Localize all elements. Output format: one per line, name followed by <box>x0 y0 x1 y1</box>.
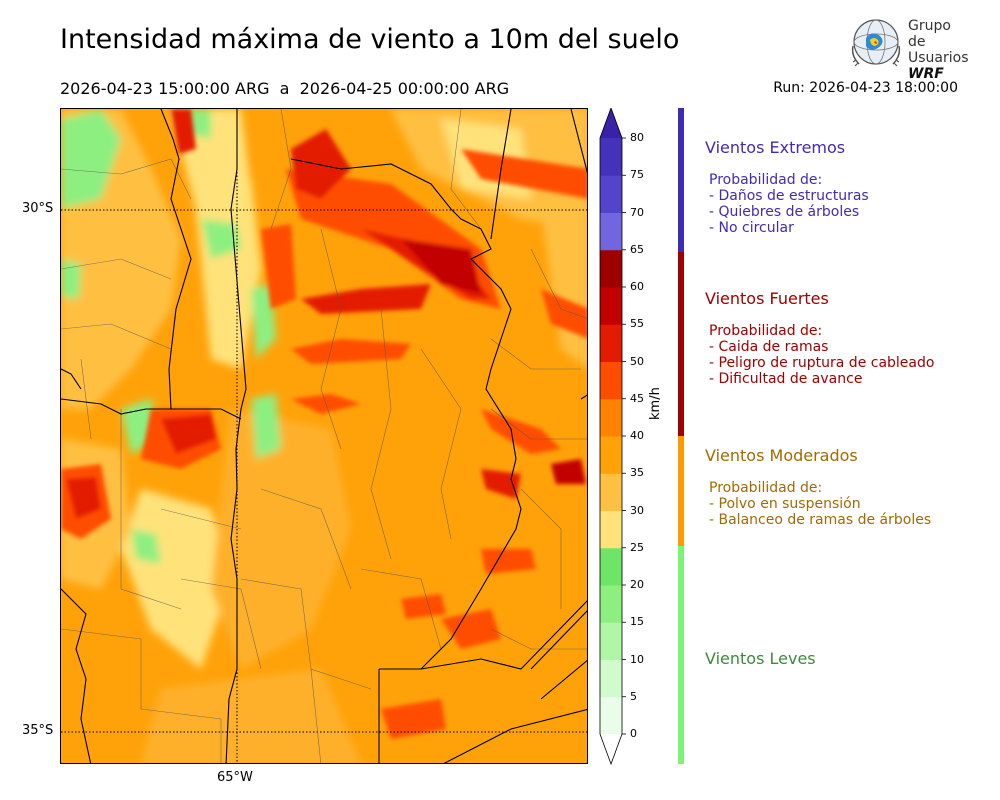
desc-line: - Polvo en suspensión <box>709 496 861 512</box>
lon-label-65w: 65°W <box>217 770 253 785</box>
colorbar-tick-label: 55 <box>630 317 644 331</box>
category-bar-moderados <box>678 436 684 546</box>
colorbar-segment <box>600 287 622 325</box>
category-title-leves: Vientos Leves <box>705 649 816 668</box>
colorbar <box>599 108 626 766</box>
colorbar-segment <box>600 547 622 586</box>
colorbar-tick-label: 20 <box>630 578 644 591</box>
desc-line: - Quiebres de árboles <box>709 204 860 220</box>
colorbar-tick-label: 60 <box>630 280 644 293</box>
forecast-period: 2026-04-23 15:00:00 ARG a 2026-04-25 00:… <box>60 79 510 98</box>
chart-title: Intensidad máxima de viento a 10m del su… <box>60 24 680 55</box>
colorbar-tick-label: 70 <box>630 205 644 219</box>
category-title-moderados: Vientos Moderados <box>705 446 858 465</box>
colorbar-segment <box>600 138 622 176</box>
colorbar-tick-label: 5 <box>630 689 637 703</box>
colorbar-tick-label: 0 <box>630 727 637 740</box>
colorbar-unit-label: km/h <box>648 387 663 420</box>
colorbar-segment <box>600 249 622 288</box>
run-time: Run: 2026-04-23 18:00:00 <box>773 80 958 96</box>
colorbar-segment <box>600 622 622 660</box>
colorbar-segment <box>600 436 622 474</box>
category-bar-extremos <box>678 108 684 252</box>
category-desc-moderados: Probabilidad de: - Polvo en suspensión -… <box>709 480 931 528</box>
colorbar-segment <box>600 175 622 213</box>
wrf-logo: Grupo de Usuarios WRF <box>848 16 969 82</box>
colorbar-tick-label: 65 <box>630 242 644 256</box>
colorbar-segment <box>600 696 622 735</box>
colorbar-segment <box>600 510 622 549</box>
wind-speed-map <box>60 108 588 764</box>
colorbar-max-extend <box>600 108 622 138</box>
desc-line: - Peligro de ruptura de cableado <box>709 355 935 371</box>
colorbar-tick-label: 75 <box>630 168 644 182</box>
colorbar-tick-label: 10 <box>630 652 644 666</box>
logo-line-1: Grupo de <box>908 18 951 50</box>
desc-line: - Daños de estructuras <box>709 188 869 204</box>
colorbar-segment <box>600 659 622 698</box>
colorbar-segment <box>600 585 622 623</box>
desc-line: - Caida de ramas <box>709 339 829 355</box>
colorbar-segment <box>600 398 622 437</box>
logo-line-2: Usuarios <box>908 50 969 66</box>
desc-line: Probabilidad de: <box>709 172 823 188</box>
category-bar-fuertes <box>678 252 684 436</box>
category-desc-extremos: Probabilidad de: - Daños de estructuras … <box>709 172 869 236</box>
logo-text: Grupo de Usuarios WRF <box>908 18 969 82</box>
colorbar-segment <box>600 324 622 362</box>
category-title-fuertes: Vientos Fuertes <box>705 289 829 308</box>
lat-label-30s: 30°S <box>22 201 54 216</box>
colorbar-segment <box>600 473 622 511</box>
desc-line: - No circular <box>709 220 794 236</box>
desc-line: Probabilidad de: <box>709 480 823 496</box>
colorbar-tick-label: 50 <box>630 354 644 368</box>
colorbar-min-extend <box>600 734 622 764</box>
category-bar-leves <box>678 546 684 764</box>
colorbar-tick-label: 30 <box>630 503 644 517</box>
desc-line: - Dificultad de avance <box>709 371 863 387</box>
colorbar-tick-label: 40 <box>630 429 644 442</box>
colorbar-segment <box>600 212 622 251</box>
desc-line: Probabilidad de: <box>709 323 823 339</box>
colorbar-tick-label: 15 <box>630 615 644 629</box>
colorbar-tick-label: 45 <box>630 391 644 405</box>
colorbar-tick-label: 25 <box>630 540 644 554</box>
colorbar-segment <box>600 361 622 400</box>
category-desc-fuertes: Probabilidad de: - Caida de ramas - Peli… <box>709 323 934 387</box>
colorbar-tick-label: 80 <box>630 131 644 144</box>
category-title-extremos: Vientos Extremos <box>705 138 846 157</box>
map-canvas <box>61 109 587 763</box>
desc-line: - Balanceo de ramas de árboles <box>709 512 932 528</box>
logo-line-3: WRF <box>908 66 944 82</box>
lat-label-35s: 35°S <box>22 723 54 738</box>
colorbar-tick-label: 35 <box>630 466 644 480</box>
globe-logo-icon <box>851 19 901 67</box>
